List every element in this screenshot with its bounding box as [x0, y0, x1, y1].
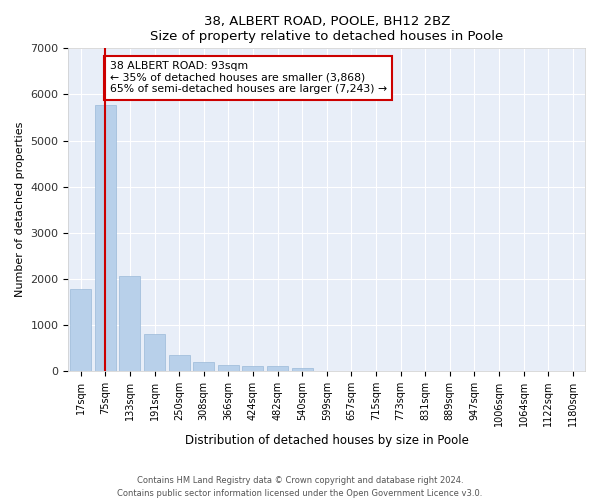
Bar	[144, 334, 165, 371]
Bar	[292, 368, 313, 371]
Bar	[193, 362, 214, 371]
Title: 38, ALBERT ROAD, POOLE, BH12 2BZ
Size of property relative to detached houses in: 38, ALBERT ROAD, POOLE, BH12 2BZ Size of…	[150, 15, 503, 43]
Text: 38 ALBERT ROAD: 93sqm
← 35% of detached houses are smaller (3,868)
65% of semi-d: 38 ALBERT ROAD: 93sqm ← 35% of detached …	[110, 61, 387, 94]
X-axis label: Distribution of detached houses by size in Poole: Distribution of detached houses by size …	[185, 434, 469, 448]
Bar	[267, 366, 288, 371]
Bar	[95, 104, 116, 371]
Bar	[218, 366, 239, 371]
Bar	[70, 289, 91, 371]
Text: Contains HM Land Registry data © Crown copyright and database right 2024.
Contai: Contains HM Land Registry data © Crown c…	[118, 476, 482, 498]
Y-axis label: Number of detached properties: Number of detached properties	[15, 122, 25, 298]
Bar	[242, 366, 263, 371]
Bar	[169, 356, 190, 371]
Bar	[119, 276, 140, 371]
